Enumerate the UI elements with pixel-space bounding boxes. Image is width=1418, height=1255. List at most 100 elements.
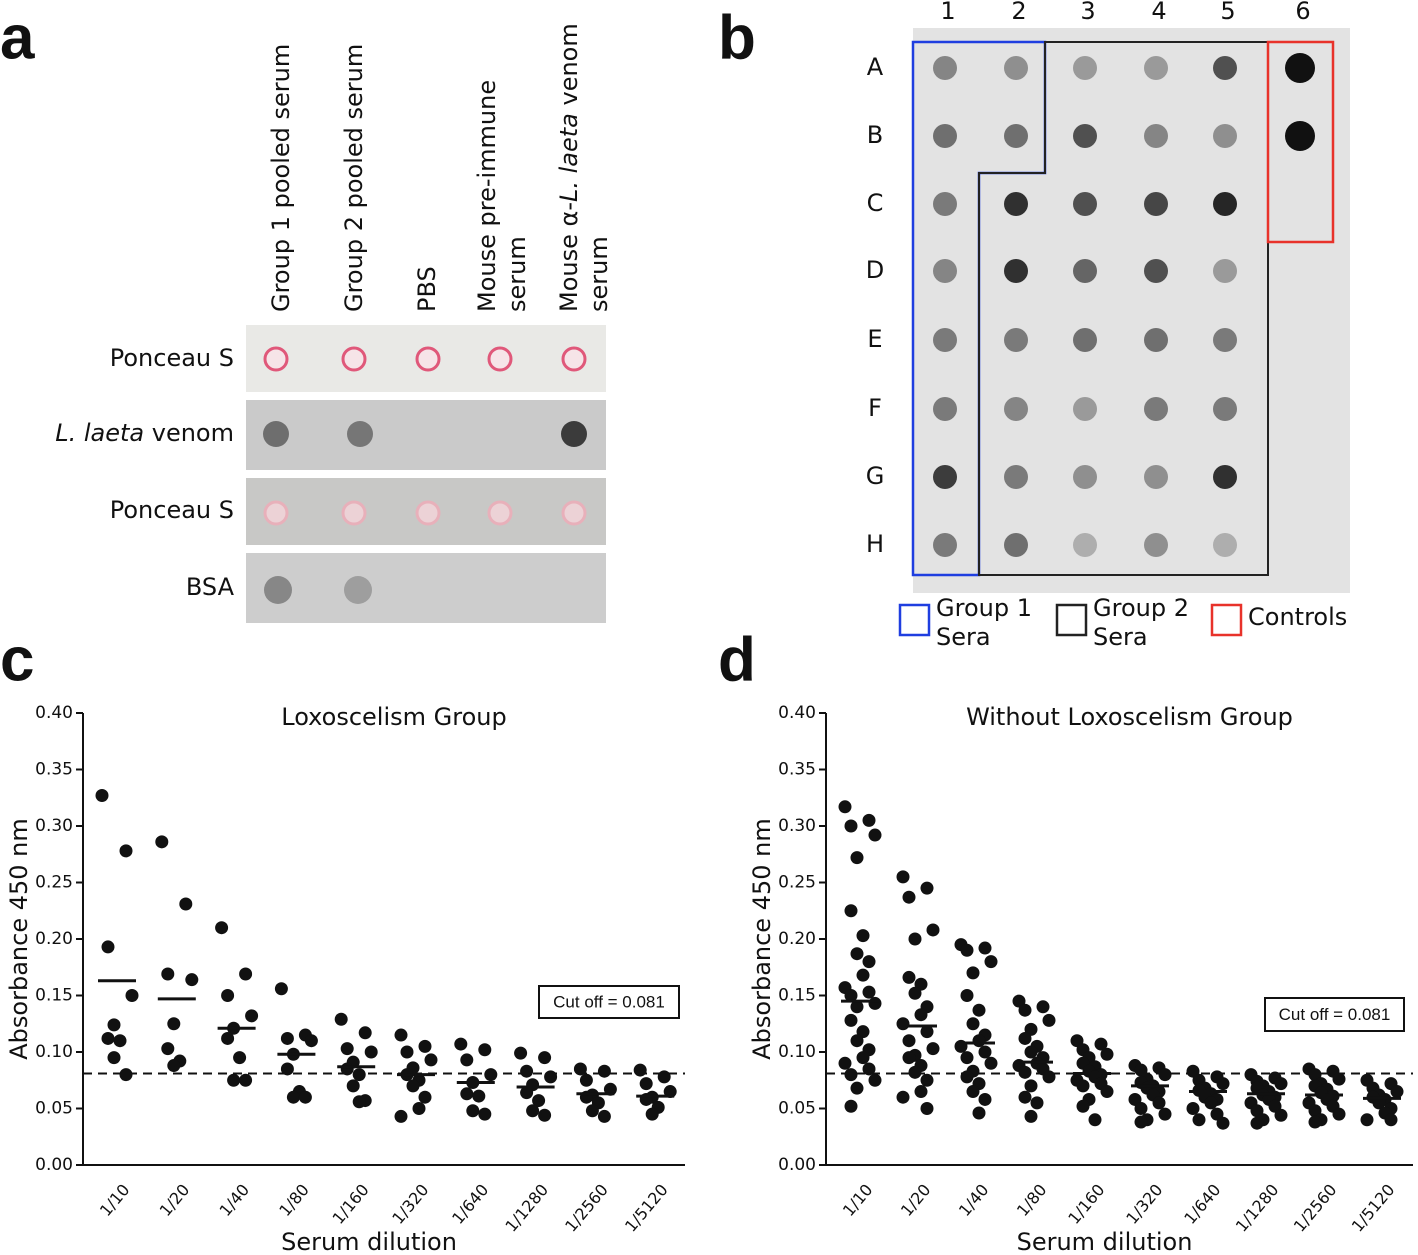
data-point [908,1065,922,1079]
ponceau-spot [415,346,441,372]
data-point [520,1086,534,1100]
blot-dot [1144,328,1168,352]
data-point [862,955,876,969]
data-point [639,1077,653,1091]
data-point [227,1073,241,1087]
data-point [113,1034,127,1048]
x-tick-label: 1/80 [275,1180,313,1220]
blot-dot [1213,124,1237,148]
y-axis-label: Absorbance 450 nm [5,818,33,1059]
y-tick-label: 0.20 [778,929,816,949]
y-tick-label: 0.30 [778,816,816,836]
data-point [856,1051,870,1065]
blot-dot [933,192,957,216]
data-point [966,1085,980,1099]
data-point [1250,1116,1264,1130]
blot-dot [1004,259,1028,283]
cutoff-box [538,985,680,1019]
blot-dot [1144,397,1168,421]
column-number: 5 [1220,0,1235,25]
panel-label: c [0,625,34,694]
data-point [1308,1115,1322,1129]
data-point [167,1059,181,1073]
blot-spot [263,421,289,447]
y-tick-label: 0.25 [35,873,73,893]
panel-label: b [718,3,756,72]
ponceau-spot [415,500,441,526]
cutoff-label: Cut off = 0.081 [553,992,665,1011]
data-point [1024,1079,1038,1093]
data-point [838,800,852,814]
y-tick-label: 0.30 [35,816,73,836]
legend-label: Group 2 [1093,594,1189,622]
data-point [1088,1113,1102,1127]
data-point [1152,1096,1166,1110]
data-point [478,1107,492,1121]
data-point [1332,1107,1346,1121]
data-point [920,1025,934,1039]
x-tick-label: 1/20 [897,1180,935,1220]
text-part: Mouse pre-immune [473,80,501,312]
data-point [585,1104,599,1118]
data-point [221,1031,235,1045]
panel-label: a [0,3,35,72]
data-point [233,1051,247,1065]
blot-spot [344,576,372,604]
x-tick-label: 1/20 [156,1180,194,1220]
data-point [167,1017,181,1031]
ponceau-spot [561,500,587,526]
data-point [1390,1085,1404,1099]
data-point [161,967,175,981]
data-point [1100,1085,1114,1099]
data-point [856,929,870,943]
blot-dot [933,465,957,489]
data-point [926,1042,940,1056]
blot-dot [1144,56,1168,80]
y-tick-label: 0.00 [778,1155,816,1175]
text-part: serum [503,236,531,312]
data-point [1192,1113,1206,1127]
data-point [856,968,870,982]
cutoff-box [1264,997,1405,1032]
x-tick-label: 1/80 [1013,1180,1051,1220]
data-point [394,1028,408,1042]
data-point [1018,1031,1032,1045]
italic-text: L. laeta [555,113,583,202]
data-point [868,996,882,1010]
blot-dot [1073,192,1097,216]
data-point [101,940,115,954]
blot-dot [1073,259,1097,283]
x-tick-label: 1/5120 [621,1180,672,1235]
blot-dot [1144,124,1168,148]
row-label: L. laeta venom [55,419,234,447]
data-point [844,989,858,1002]
data-point [472,1089,486,1103]
column-number: 2 [1011,0,1026,25]
column-header: PBS [413,266,441,312]
row-letter: F [868,394,882,422]
data-point [239,1073,253,1087]
row-label: Ponceau S [110,344,234,372]
text-part: Group 1 pooled serum [267,44,295,312]
x-axis-label: Serum dilution [281,1228,457,1255]
data-point [107,1051,121,1065]
data-point [902,1051,916,1065]
x-tick-label: 1/10 [96,1180,134,1220]
blot-dot [1004,533,1028,557]
data-point [364,1045,378,1059]
data-point [280,1031,294,1045]
data-point [424,1053,438,1067]
y-tick-label: 0.05 [778,1099,816,1119]
data-point [1134,1102,1148,1115]
data-point [1018,1065,1032,1079]
y-tick-label: 0.00 [35,1155,73,1175]
ponceau-spot [487,500,513,526]
x-tick-label: 1/1280 [501,1180,552,1235]
data-point [125,989,139,1002]
data-point [1076,1099,1090,1113]
x-tick-label: 1/5120 [1348,1180,1399,1235]
data-point [304,1034,318,1048]
data-point [239,967,253,981]
y-tick-label: 0.15 [35,986,73,1006]
x-tick-label: 1/40 [955,1180,993,1220]
